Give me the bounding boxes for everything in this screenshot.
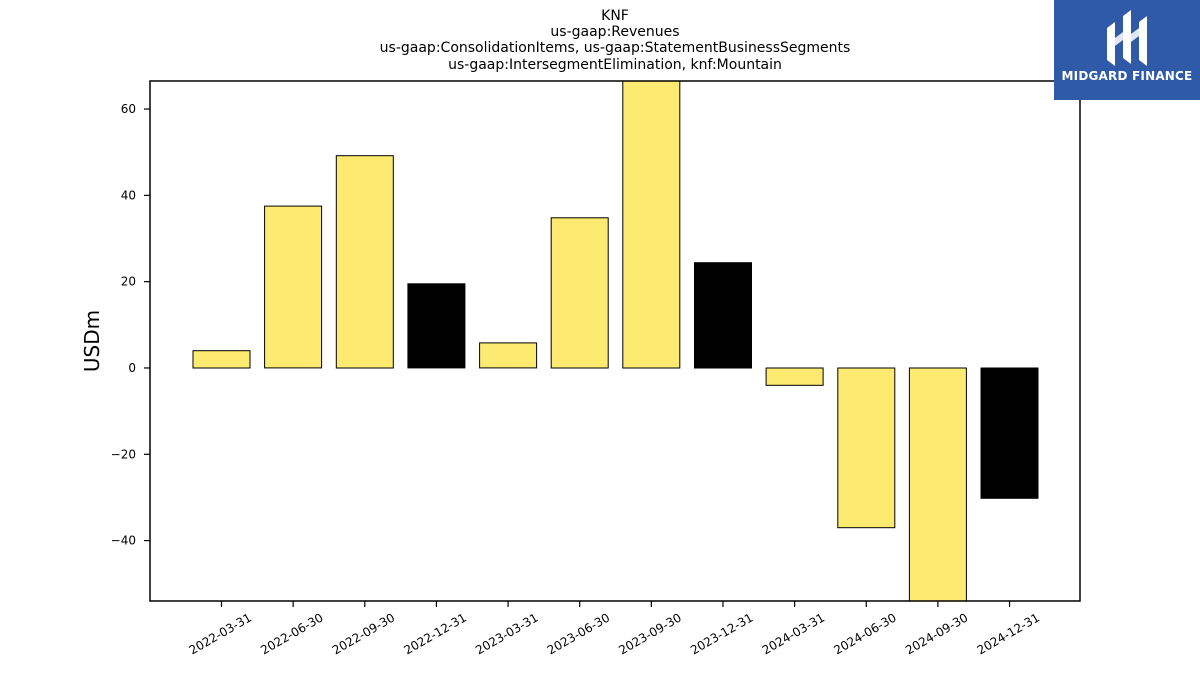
chart-title-line-2: us-gaap:Revenues	[550, 24, 679, 40]
bar-2024-03-31	[765, 367, 824, 386]
y-tick-label: −20	[111, 447, 136, 461]
bars-group	[192, 80, 1039, 602]
y-axis-ticks: −40 −20 0 20 40 60	[111, 102, 150, 548]
y-axis-label: USDm	[80, 310, 104, 372]
chart-title: KNF us-gaap:Revenues us-gaap:Consolidati…	[380, 8, 851, 73]
x-tick-label: 2023-03-31	[473, 610, 540, 657]
bar-2022-06-30	[264, 205, 323, 369]
bar-2023-09-30	[622, 80, 681, 369]
x-tick-label: 2024-06-30	[831, 610, 898, 657]
chart-title-line-3: us-gaap:ConsolidationItems, us-gaap:Stat…	[380, 40, 851, 56]
midgard-finance-logo: MIDGARD FINANCE	[1054, 0, 1200, 100]
bar-2022-09-30	[335, 155, 394, 369]
plot-frame	[149, 80, 1081, 602]
x-tick-label: 2023-12-31	[688, 610, 755, 657]
bar-2023-06-30	[550, 217, 609, 369]
bar-2024-12-31	[980, 367, 1039, 499]
x-tick-label: 2023-06-30	[545, 610, 612, 657]
logo-text: MIDGARD FINANCE	[1061, 69, 1193, 83]
chart-title-line-4: us-gaap:IntersegmentElimination, knf:Mou…	[448, 57, 782, 73]
bar-2022-12-31	[407, 283, 466, 369]
x-tick-label: 2022-03-31	[187, 610, 254, 657]
y-tick-label: 40	[121, 188, 136, 202]
bar-2022-03-31	[192, 350, 251, 369]
x-tick-label: 2024-12-31	[975, 610, 1042, 657]
x-tick-label: 2022-12-31	[402, 610, 469, 657]
bar-2024-09-30	[908, 367, 967, 602]
y-tick-label: 20	[121, 275, 136, 289]
x-tick-label: 2024-03-31	[760, 610, 827, 657]
x-tick-label: 2022-09-30	[330, 610, 397, 657]
y-tick-label: −40	[111, 534, 136, 548]
x-tick-label: 2023-09-30	[616, 610, 683, 657]
bar-2023-03-31	[479, 342, 538, 369]
bar-2023-12-31	[694, 262, 752, 369]
logo-mark-icon	[1107, 10, 1147, 66]
x-tick-label: 2024-09-30	[903, 610, 970, 657]
chart-title-line-1: KNF	[601, 8, 629, 24]
bar-2024-06-30	[837, 367, 896, 529]
y-tick-label: 0	[128, 361, 136, 375]
y-tick-label: 60	[121, 102, 136, 116]
x-axis-ticks: 2022-03-31 2022-06-30 2022-09-30 2022-12-31…	[187, 601, 1042, 657]
x-tick-label: 2022-06-30	[258, 610, 325, 657]
